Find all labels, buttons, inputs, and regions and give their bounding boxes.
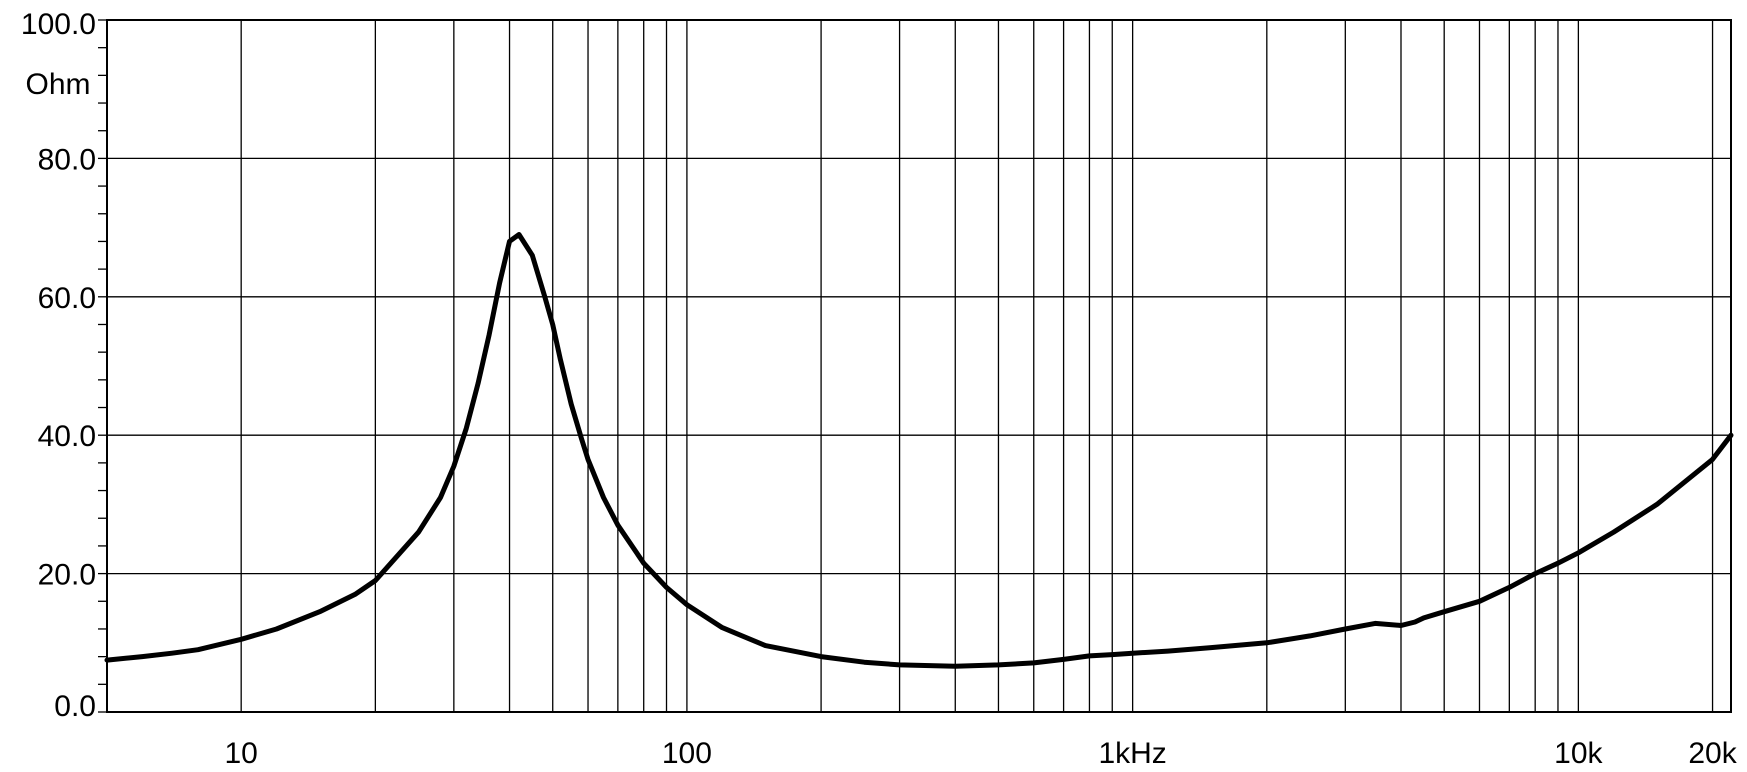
- x-tick-label: 10: [224, 737, 257, 770]
- y-tick-label: 20.0: [38, 559, 96, 592]
- y-tick-label: 60.0: [38, 282, 96, 315]
- x-axis-tick-labels: 10 100 1kHz 10k 20k: [224, 737, 1737, 770]
- y-tick-label: 40.0: [38, 420, 96, 453]
- x-tick-label: 20k: [1688, 737, 1737, 770]
- y-tick-label: 80.0: [38, 143, 96, 176]
- x-tick-label: 10k: [1554, 737, 1603, 770]
- impedance-curve: [104, 232, 1734, 669]
- x-tick-label: 1kHz: [1098, 737, 1166, 770]
- plot-frame: [106, 19, 1732, 713]
- y-tick-label: 0.0: [54, 690, 96, 723]
- y-axis-unit-label: Ohm: [25, 68, 90, 101]
- y-axis-tick-labels: 0.0 20.0 40.0 60.0 80.0 100.0: [21, 8, 96, 723]
- y-tick-label: 100.0: [21, 8, 96, 41]
- y-axis-ticks: [98, 19, 107, 713]
- x-gridlines: [240, 20, 1714, 712]
- x-tick-label: 100: [662, 737, 712, 770]
- y-gridlines: [107, 19, 1731, 713]
